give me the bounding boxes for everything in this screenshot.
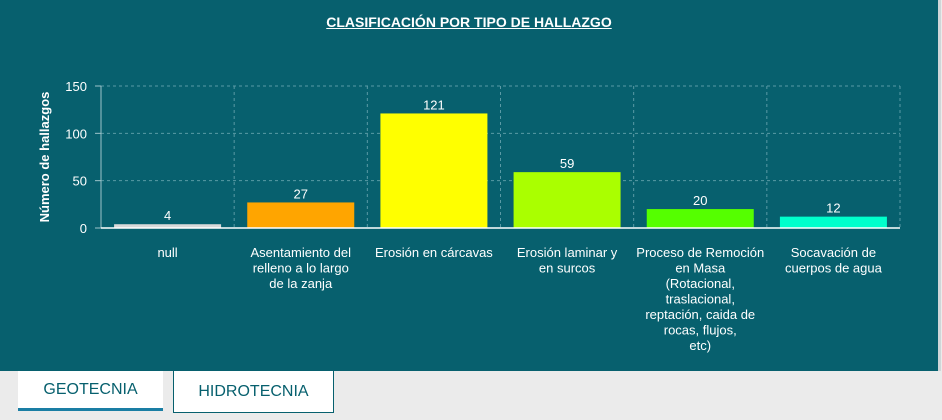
chart-title: CLASIFICACIÓN POR TIPO DE HALLAZGO [326, 14, 612, 30]
y-axis-title: Número de hallazgos [37, 92, 52, 223]
data-label: 12 [826, 201, 840, 216]
x-tick-label: traslacional, [666, 292, 735, 307]
data-label: 20 [693, 193, 707, 208]
x-tick-label: cuerpos de agua [785, 261, 883, 276]
x-tick-label: etc) [689, 338, 711, 353]
x-tick-label: null [157, 245, 177, 260]
bar [247, 202, 355, 228]
x-tick-label: reptación, caida de [645, 307, 755, 322]
x-tick-label: relleno a lo largo [253, 261, 349, 276]
x-tick-label: en Masa [675, 261, 726, 276]
tab-geotecnia[interactable]: GEOTECNIA [18, 371, 163, 411]
bar [513, 172, 621, 228]
bar [114, 224, 222, 228]
bar-chart: 0 50 100 150 Número de hallazgos 4 null 27 Asent… [37, 79, 901, 353]
x-tick-label: rocas, flujos, [664, 323, 737, 338]
x-tick-label: en surcos [539, 261, 596, 276]
x-tick-label: Erosión laminar y [517, 245, 618, 260]
bar [646, 209, 754, 228]
y-tick-label: 0 [80, 221, 87, 236]
x-tick-label: Proceso de Remoción [636, 245, 764, 260]
data-label: 121 [423, 97, 445, 112]
y-tick-label: 50 [73, 174, 87, 189]
x-tick-label: Socavación de [791, 245, 876, 260]
bar [380, 113, 488, 228]
data-label: 59 [560, 156, 574, 171]
data-label: 4 [164, 208, 171, 223]
tab-hidrotecnia[interactable]: HIDROTECNIA [173, 371, 334, 413]
data-label: 27 [294, 186, 308, 201]
y-tick-label: 100 [65, 126, 87, 141]
y-tick-label: 150 [65, 79, 87, 94]
x-tick-label: (Rotacional, [666, 276, 735, 291]
tab-bar: GEOTECNIA HIDROTECNIA [0, 371, 942, 420]
chart-panel: CLASIFICACIÓN POR TIPO DE HALLAZGO 0 50 10… [0, 0, 941, 371]
x-tick-label: Erosión en cárcavas [375, 245, 493, 260]
x-tick-label: Asentamiento del [251, 245, 352, 260]
bar [779, 216, 887, 228]
x-tick-label: de la zanja [269, 276, 333, 291]
